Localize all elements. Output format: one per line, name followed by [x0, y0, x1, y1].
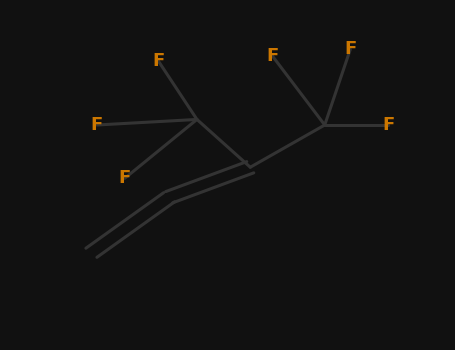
Text: F: F	[266, 47, 278, 65]
Text: F: F	[382, 116, 394, 134]
Text: F: F	[152, 51, 164, 70]
Text: F: F	[91, 116, 103, 134]
Text: F: F	[119, 169, 131, 187]
Text: F: F	[344, 41, 356, 58]
